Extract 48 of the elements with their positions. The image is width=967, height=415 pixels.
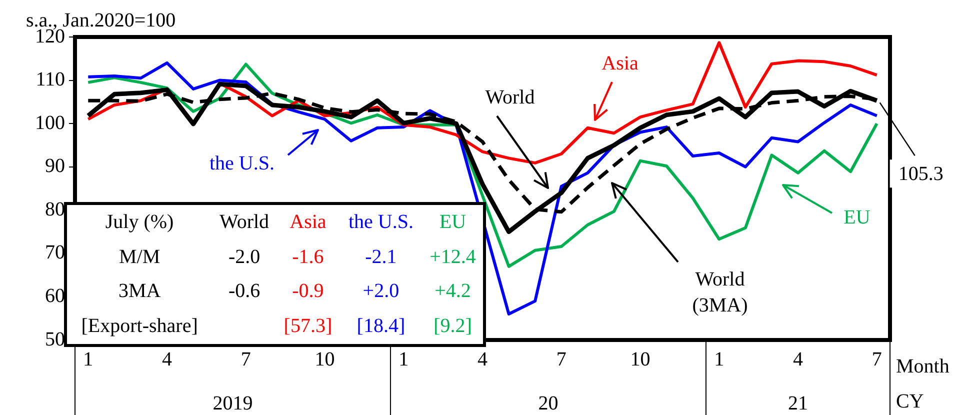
y-tick-label: 80 — [45, 198, 65, 220]
x-tick-label: 7 — [872, 348, 882, 370]
annotation: EU — [438, 210, 468, 235]
text: World (3MA) — [692, 268, 748, 316]
annotation: +2.0 — [362, 279, 400, 304]
annotation: +4.2 — [434, 279, 472, 304]
annotation: [9.2] — [432, 314, 473, 340]
annotation: +12.4 — [428, 244, 477, 270]
y-tick-label: 60 — [45, 284, 65, 307]
y-tick-label: 110 — [36, 68, 65, 91]
x-tick-label: 4 — [792, 348, 803, 370]
y-tick-label: 90 — [45, 155, 65, 178]
x-tick-label: 10 — [630, 348, 650, 370]
y-tick-label: 50 — [45, 328, 65, 350]
annotation: -2.1 — [364, 244, 398, 270]
x-tick-label: 10 — [314, 348, 335, 370]
x-tick-label: 7 — [556, 348, 566, 370]
annotation: the U.S. — [347, 210, 414, 235]
y-tick-label: 100 — [35, 112, 65, 134]
series-label: EU — [844, 206, 871, 228]
text: the U.S. — [210, 152, 274, 174]
text: Asia — [602, 52, 638, 74]
annotation: [Export-share] — [80, 314, 199, 340]
x-tick-label: 4 — [478, 348, 488, 370]
annotation: -0.9 — [291, 279, 325, 304]
text: 21 — [788, 392, 808, 414]
annotation: [57.3] — [282, 314, 334, 340]
annotation: 3MA — [117, 279, 162, 304]
x-tick-label: 1 — [714, 348, 724, 370]
text: Month — [896, 355, 950, 378]
annotation: [18.4] — [356, 314, 406, 340]
text: 20 — [538, 392, 558, 414]
text: 2019 — [212, 392, 253, 414]
y-tick-label: 70 — [45, 242, 65, 264]
annotation: World — [218, 210, 270, 235]
annotation: -1.6 — [291, 244, 325, 270]
x-tick-label: 1 — [398, 348, 409, 370]
annotation: M/M — [118, 244, 162, 270]
x-tick-label: 1 — [83, 348, 94, 370]
text: CY — [896, 390, 924, 412]
annotation: July (%) — [104, 210, 175, 235]
annotation: -0.6 — [227, 279, 262, 304]
annotation: Asia — [288, 210, 328, 235]
x-tick-label: 7 — [240, 348, 251, 370]
annotation: -2.0 — [227, 244, 262, 270]
x-tick-label: 4 — [162, 348, 172, 370]
data-label: 105.3 — [898, 162, 944, 185]
series-label: World — [485, 86, 535, 108]
